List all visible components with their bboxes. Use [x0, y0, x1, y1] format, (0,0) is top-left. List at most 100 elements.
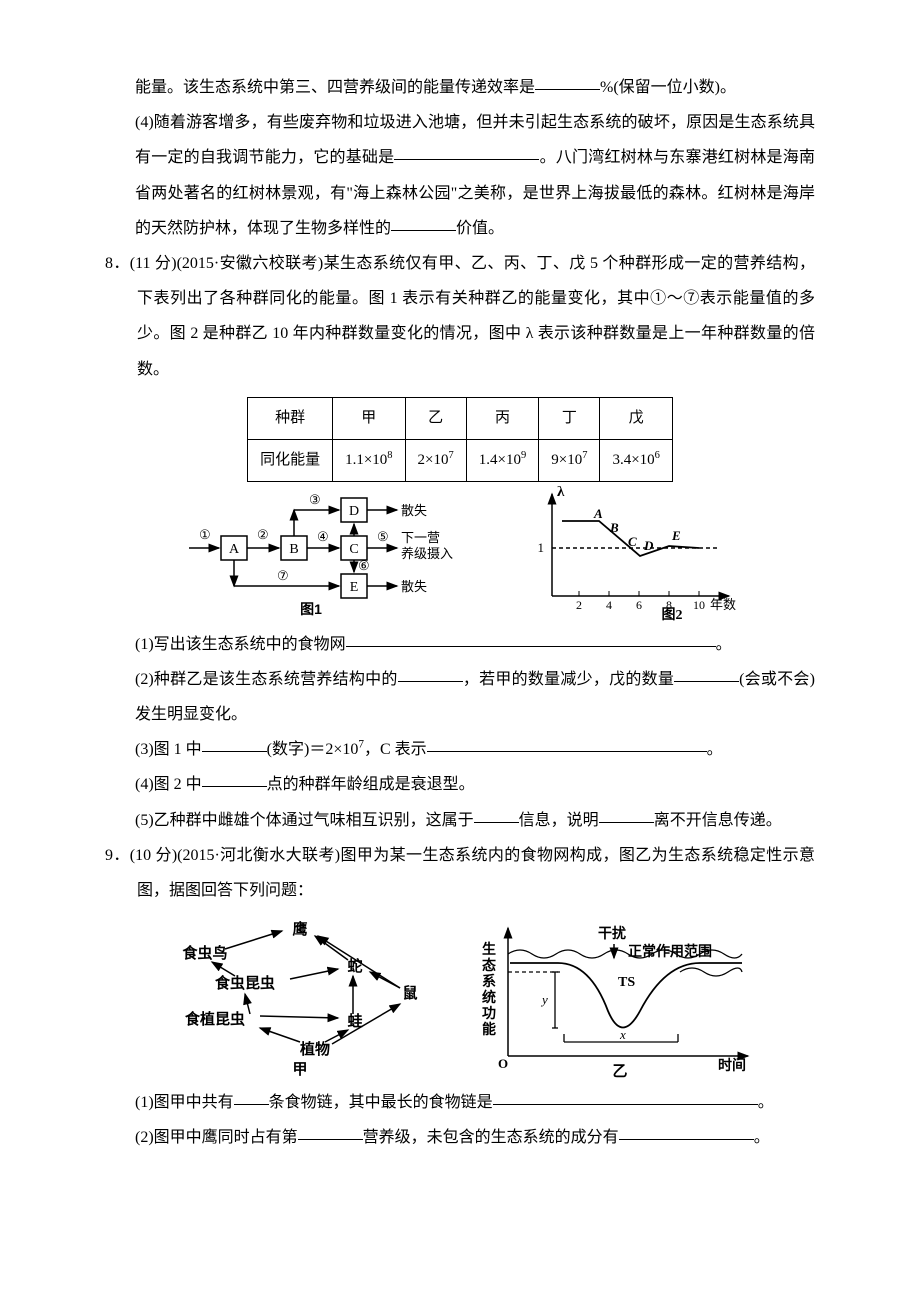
svg-text:散失: 散失 [401, 503, 427, 518]
svg-text:图1: 图1 [300, 601, 322, 617]
row-label: 同化能量 [248, 439, 333, 481]
svg-text:D: D [349, 504, 359, 519]
svg-text:λ: λ [557, 486, 565, 500]
svg-text:下一营: 下一营 [401, 530, 440, 545]
th-yi: 乙 [405, 397, 466, 439]
q8-p1: (1)写出该生态系统中的食物网。 [105, 627, 815, 662]
blank [535, 73, 600, 90]
cell: 1.1×108 [333, 439, 405, 481]
th-wu: 戊 [600, 397, 672, 439]
svg-text:系: 系 [482, 973, 496, 990]
svg-text:⑦: ⑦ [277, 568, 289, 583]
blank [427, 735, 707, 752]
q8-p5: (5)乙种群中雌雄个体通过气味相互识别，这属于信息，说明离不开信息传递。 [105, 803, 815, 838]
q8-stem: 8．(11 分)(2015·安徽六校联考)某生态系统仅有甲、乙、丙、丁、戊 5 … [137, 246, 815, 387]
svg-text:养级摄入: 养级摄入 [401, 546, 453, 561]
svg-text:A: A [593, 506, 603, 521]
svg-text:E: E [350, 580, 359, 595]
q8-figures: A B C D E ① ② ③ ④ [105, 486, 815, 621]
svg-text:食虫鸟: 食虫鸟 [182, 944, 227, 962]
blank [234, 1088, 269, 1105]
svg-text:图2: 图2 [662, 607, 683, 621]
svg-text:功: 功 [482, 1006, 496, 1022]
svg-text:①: ① [199, 527, 211, 542]
blank [398, 665, 463, 682]
cell: 3.4×106 [600, 439, 672, 481]
blank [391, 214, 456, 231]
q8-p3: (3)图 1 中(数字)＝2×107，C 表示。 [105, 732, 815, 767]
svg-text:E: E [671, 528, 681, 543]
svg-text:②: ② [257, 527, 269, 542]
blank [599, 806, 654, 823]
svg-text:乙: 乙 [612, 1064, 627, 1080]
q9-points: (10 分)(2015·河北衡水大联考) [130, 847, 340, 864]
q9-fig-yi: 干扰 正常作用范围 TS x y O 生态系 统功能 时间 乙 [470, 916, 760, 1081]
svg-text:O: O [498, 1056, 508, 1071]
svg-text:A: A [229, 542, 240, 557]
svg-text:③: ③ [309, 492, 321, 507]
svg-text:D: D [643, 538, 654, 553]
th-species: 种群 [248, 397, 333, 439]
svg-text:态: 态 [482, 957, 496, 974]
q9-number: 9． [105, 847, 130, 864]
svg-text:1: 1 [538, 540, 545, 555]
q8-fig1: A B C D E ① ② ③ ④ [181, 486, 506, 621]
svg-text:B: B [289, 542, 298, 557]
blank [394, 143, 539, 160]
svg-text:植物: 植物 [300, 1040, 330, 1058]
table-row: 同化能量 1.1×108 2×107 1.4×109 9×107 3.4×106 [248, 439, 673, 481]
svg-text:⑥: ⑥ [358, 558, 370, 573]
cell: 9×107 [539, 439, 600, 481]
svg-text:鹰: 鹰 [292, 920, 307, 938]
blank [202, 770, 267, 787]
svg-text:时间: 时间 [718, 1057, 746, 1074]
blank [298, 1123, 363, 1140]
q8-number: 8． [105, 255, 130, 272]
q8-fig2: A B C D E 2 4 6 8 10 1 λ 年数 图2 [524, 486, 739, 621]
svg-text:④: ④ [317, 529, 329, 544]
blank [619, 1123, 754, 1140]
svg-text:B: B [609, 520, 619, 535]
svg-text:统: 统 [482, 989, 496, 1006]
q9-p2: (2)图甲中鹰同时占有第营养级，未包含的生态系统的成分有。 [105, 1120, 815, 1155]
svg-text:正常作用范围: 正常作用范围 [628, 943, 712, 960]
svg-text:食虫昆虫: 食虫昆虫 [215, 974, 275, 992]
svg-text:年数: 年数 [710, 597, 736, 612]
svg-text:6: 6 [636, 598, 642, 612]
svg-text:x: x [619, 1027, 626, 1042]
svg-text:C: C [349, 542, 358, 557]
th-bing: 丙 [466, 397, 538, 439]
svg-text:干扰: 干扰 [598, 925, 626, 942]
blank [493, 1088, 758, 1105]
q7-line1-a: 能量。该生态系统中第三、四营养级间的能量传递效率是 [135, 79, 535, 96]
svg-text:TS: TS [618, 975, 635, 990]
svg-text:10: 10 [693, 598, 705, 612]
svg-text:能: 能 [482, 1021, 496, 1038]
q7-p4-c: 价值。 [456, 220, 504, 237]
q7-line1: 能量。该生态系统中第三、四营养级间的能量传递效率是%(保留一位小数)。 [105, 70, 815, 105]
q8-p2: (2)种群乙是该生态系统营养结构中的，若甲的数量减少，戊的数量(会或不会)发生明… [105, 662, 815, 732]
svg-text:y: y [540, 992, 548, 1007]
svg-text:C: C [628, 534, 637, 549]
svg-text:生: 生 [482, 941, 496, 958]
table-row: 种群 甲 乙 丙 丁 戊 [248, 397, 673, 439]
svg-text:食植昆虫: 食植昆虫 [185, 1010, 245, 1028]
th-ding: 丁 [539, 397, 600, 439]
cell: 1.4×109 [466, 439, 538, 481]
th-jia: 甲 [333, 397, 405, 439]
q8-points: (11 分)(2015·安徽六校联考) [130, 255, 323, 272]
svg-text:鼠: 鼠 [402, 984, 417, 1002]
q9-p1: (1)图甲中共有条食物链，其中最长的食物链是。 [105, 1085, 815, 1120]
svg-text:⑤: ⑤ [377, 529, 389, 544]
blank [674, 665, 739, 682]
q9-figures: 鹰 食虫鸟 蛇 鼠 食虫昆虫 食植昆虫 蛙 植物 [105, 916, 815, 1081]
q9-stem: 9．(10 分)(2015·河北衡水大联考)图甲为某一生态系统内的食物网构成，图… [137, 838, 815, 908]
cell: 2×107 [405, 439, 466, 481]
q8-stem-text: 某生态系统仅有甲、乙、丙、丁、戊 5 个种群形成一定的营养结构，下表列出了各种群… [137, 255, 815, 378]
q9-fig-jia: 鹰 食虫鸟 蛇 鼠 食虫昆虫 食植昆虫 蛙 植物 [160, 916, 440, 1081]
q8-table: 种群 甲 乙 丙 丁 戊 同化能量 1.1×108 2×107 1.4×109 … [247, 397, 673, 482]
blank [202, 735, 267, 752]
blank [346, 630, 716, 647]
svg-text:4: 4 [606, 598, 612, 612]
q8-p4: (4)图 2 中点的种群年龄组成是衰退型。 [105, 767, 815, 802]
